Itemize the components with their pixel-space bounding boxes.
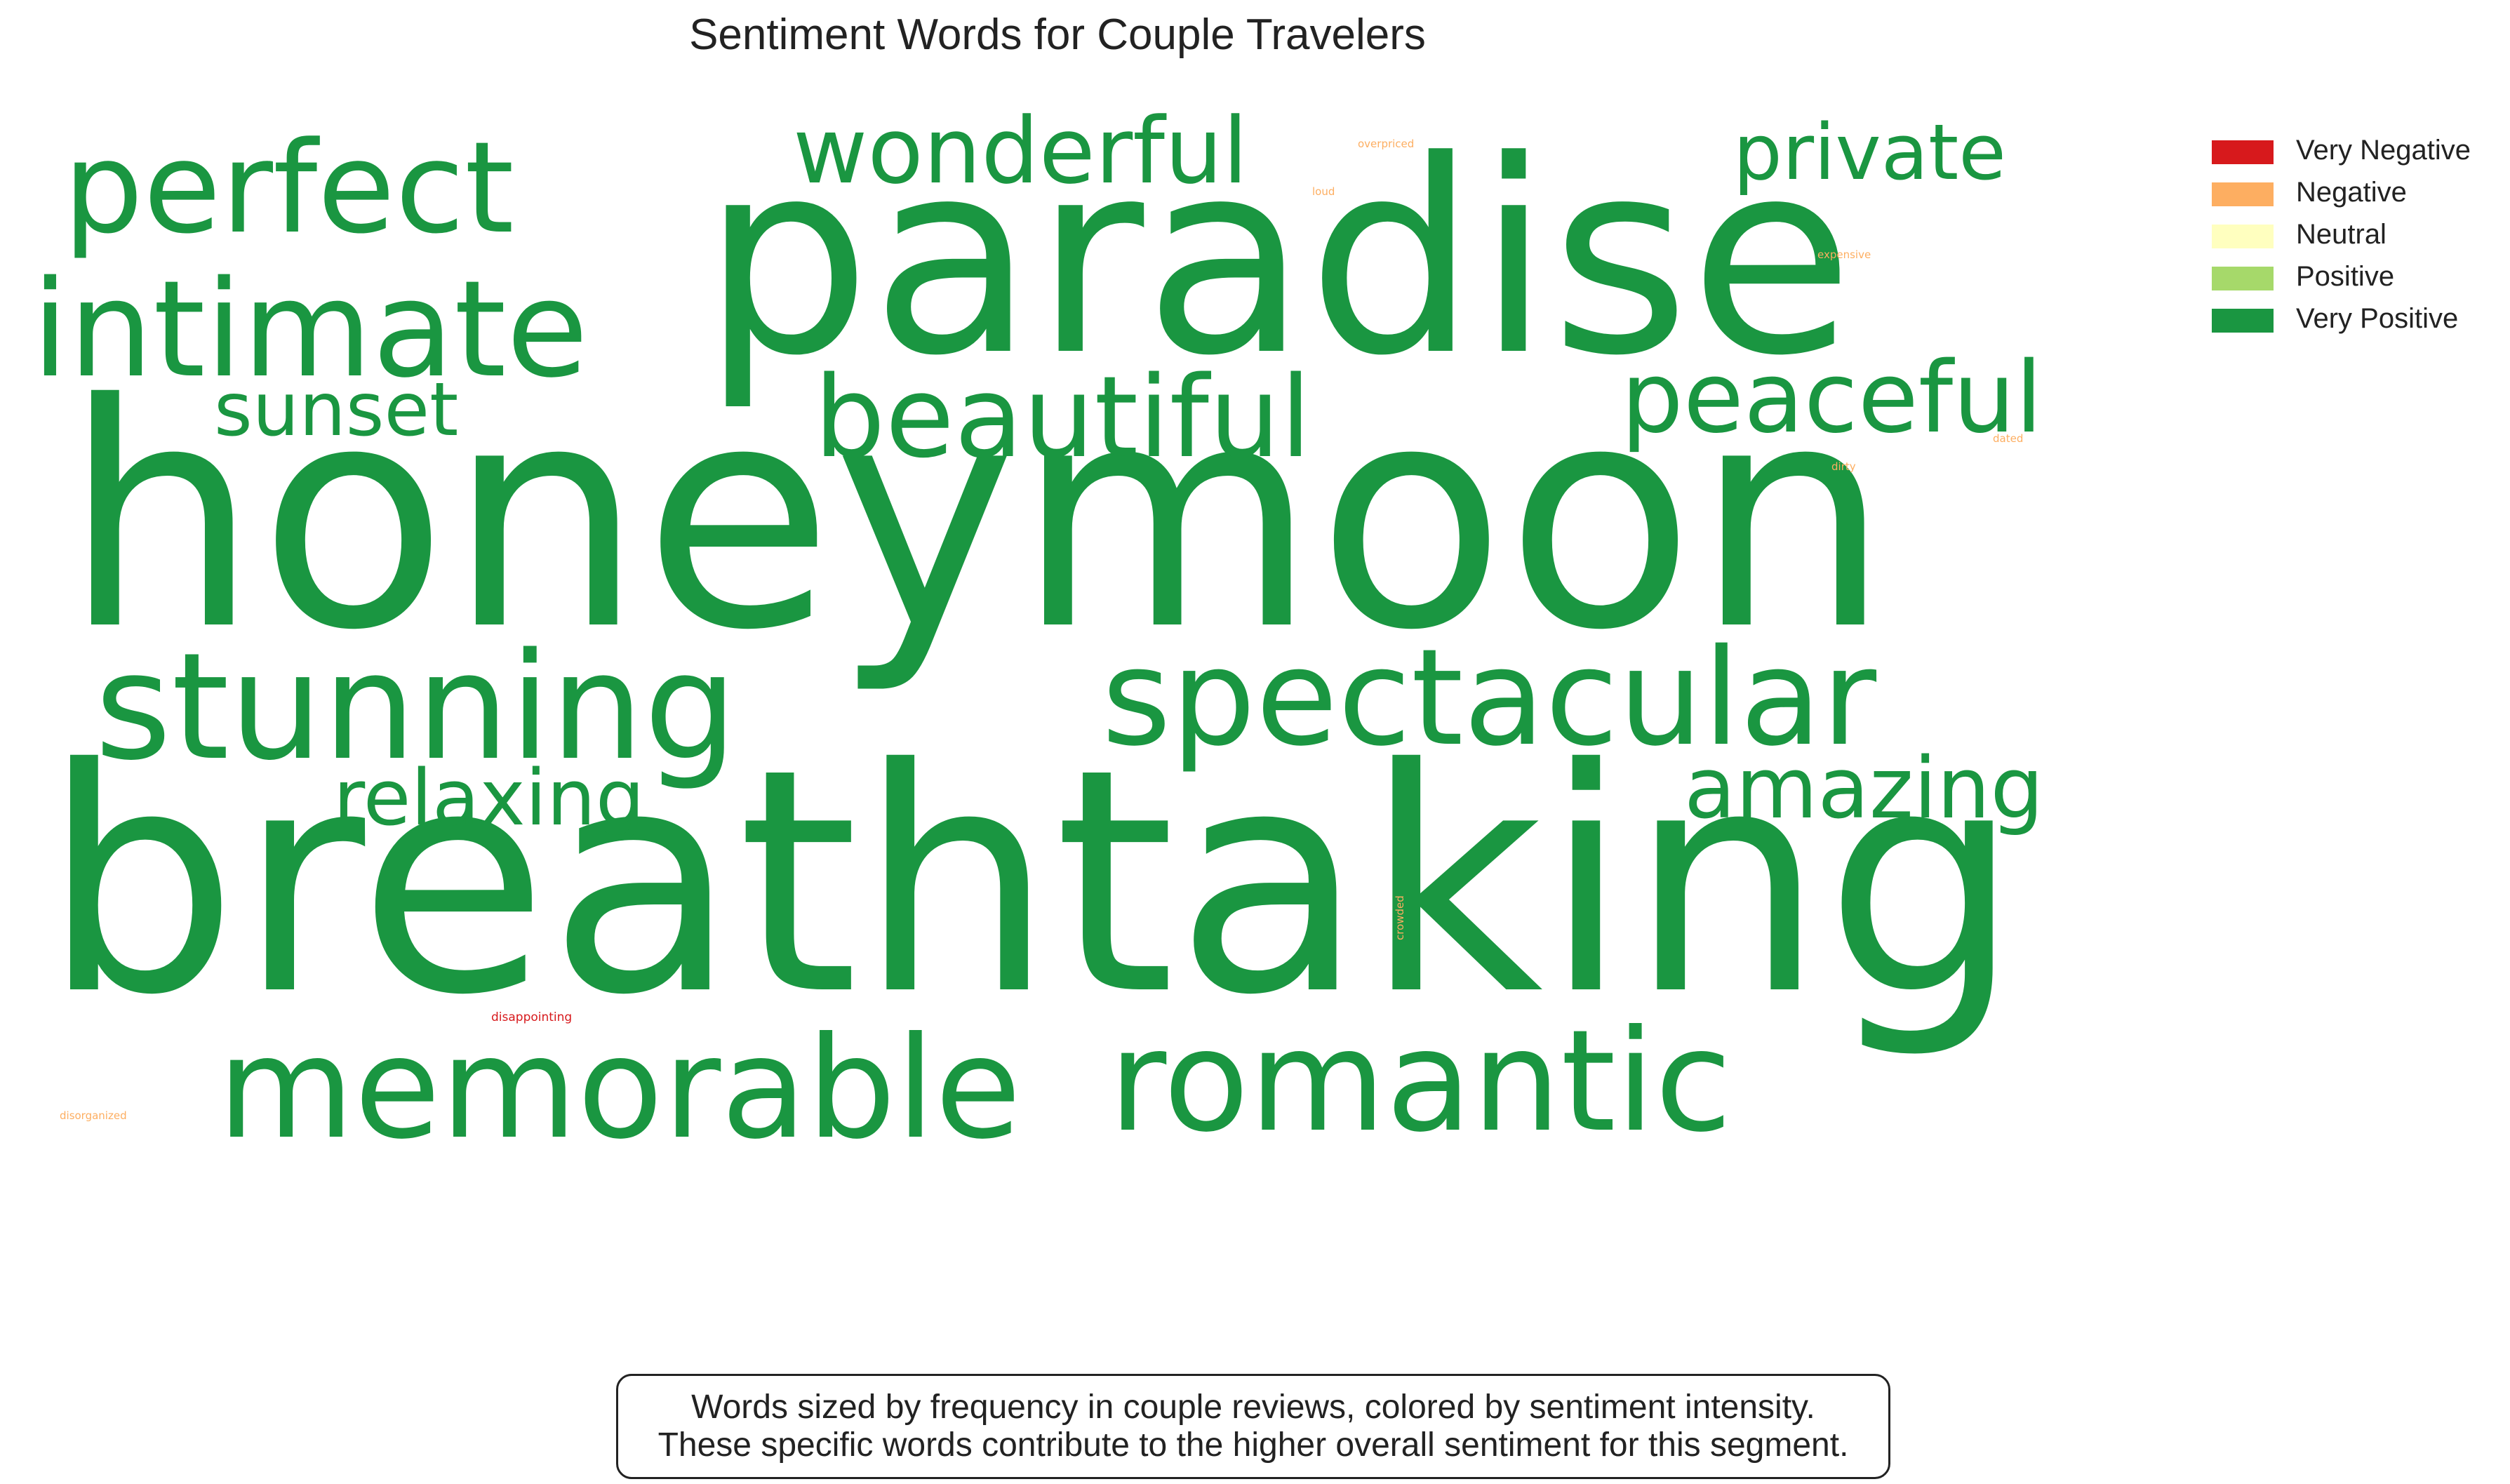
- word-overpriced: overpriced: [1358, 138, 1414, 150]
- word-amazing: amazing: [1684, 740, 2044, 838]
- word-disorganized: disorganized: [60, 1109, 127, 1122]
- word-intimate: intimate: [32, 252, 588, 407]
- word-breathtaking: breathtaking: [42, 703, 2021, 1062]
- word-dated: dated: [1993, 432, 2023, 445]
- annotation-box: Words sized by frequency in couple revie…: [616, 1374, 1890, 1479]
- legend-swatch: [2212, 267, 2274, 290]
- chart-title: Sentiment Words for Couple Travelers: [689, 11, 1426, 59]
- legend-label: Very Positive: [2296, 303, 2459, 334]
- annotation-line: These specific words contribute to the h…: [657, 1426, 1849, 1464]
- legend-label: Very Negative: [2296, 135, 2471, 166]
- legend-swatch: [2212, 225, 2274, 248]
- word-perfect: perfect: [63, 115, 514, 262]
- word-disappointing: disappointing: [491, 1010, 572, 1024]
- legend-label: Neutral: [2296, 219, 2386, 250]
- word-peaceful: peaceful: [1621, 341, 2043, 455]
- legend-label: Negative: [2296, 177, 2407, 208]
- word-crowded: crowded: [1394, 895, 1406, 940]
- legend-label: Positive: [2296, 261, 2395, 292]
- legend-swatch: [2212, 309, 2274, 333]
- word-memorable: memorable: [218, 1007, 1021, 1170]
- word-wonderful: wonderful: [793, 98, 1248, 204]
- word-private: private: [1733, 107, 2006, 197]
- legend-swatch: [2212, 182, 2274, 206]
- annotation-line: Words sized by frequency in couple revie…: [691, 1389, 1815, 1426]
- word-paradise: paradise: [702, 103, 1854, 414]
- word-honeymoon: honeymoon: [63, 338, 1890, 697]
- word-sunset: sunset: [214, 367, 458, 453]
- word-beautiful: beautiful: [814, 352, 1311, 483]
- legend-swatch: [2212, 140, 2274, 164]
- word-spectacular: spectacular: [1102, 620, 1877, 775]
- word-romantic: romantic: [1109, 1000, 1732, 1163]
- word-relaxing: relaxing: [333, 753, 645, 843]
- word-expensive: expensive: [1817, 248, 1871, 261]
- word-stunning: stunning: [95, 621, 737, 793]
- word-dirty: dirty: [1831, 460, 1856, 473]
- word-loud: loud: [1312, 185, 1335, 198]
